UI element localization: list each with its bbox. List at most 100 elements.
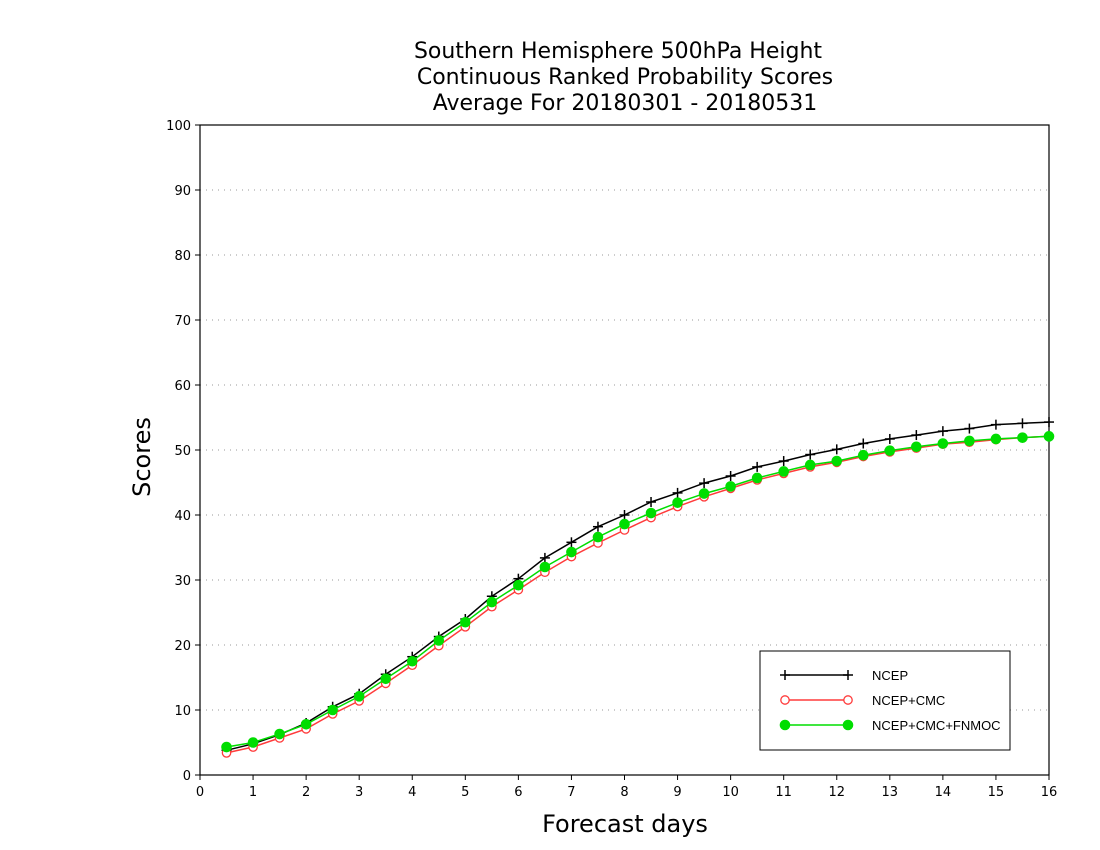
legend-label: NCEP+CMC+FNMOC (872, 718, 1001, 733)
x-tick-label: 16 (1041, 785, 1058, 800)
y-tick-label: 80 (174, 249, 191, 264)
filled-circle-marker (592, 531, 604, 543)
filled-circle-marker (911, 441, 922, 453)
plus-marker (725, 471, 736, 481)
filled-circle-marker (433, 635, 445, 646)
plus-marker (858, 438, 869, 449)
filled-circle-marker (804, 459, 816, 471)
filled-circle-marker (1043, 431, 1055, 442)
filled-circle-marker (645, 507, 657, 519)
filled-circle-marker (842, 719, 854, 731)
x-tick-label: 14 (935, 785, 952, 800)
y-tick-label: 40 (174, 509, 191, 524)
series-2 (221, 431, 1055, 753)
legend-item: NCEP+CMC (780, 693, 945, 708)
x-tick-label: 2 (302, 785, 310, 800)
plus-marker (619, 510, 630, 520)
y-tick-label: 60 (174, 379, 191, 394)
legend-items: NCEP NCEP+CMC NCEP+CMC+FNMOC (779, 668, 1001, 733)
y-tick-label: 10 (174, 704, 191, 719)
filled-circle-marker (698, 488, 710, 499)
filled-circle-marker (884, 445, 896, 456)
plus-marker (778, 456, 789, 467)
x-axis-label: Forecast days (542, 810, 708, 838)
y-axis-label: Scores (128, 417, 156, 497)
plus-marker (752, 461, 763, 472)
plus-marker (780, 670, 790, 680)
y-tick-label: 30 (174, 574, 191, 589)
filled-circle-marker (751, 472, 763, 484)
legend-label: NCEP (872, 668, 908, 683)
filled-circle-marker (619, 518, 630, 530)
plus-marker (964, 423, 975, 434)
open-circle-marker (843, 695, 853, 705)
plus-marker (831, 444, 842, 455)
x-tick-label: 9 (673, 785, 681, 800)
x-tick-label: 5 (461, 785, 469, 800)
filled-circle-marker (486, 596, 498, 608)
filled-circle-marker (725, 481, 736, 492)
plus-marker (672, 487, 683, 498)
y-tick-label: 70 (174, 314, 191, 329)
filled-circle-marker (380, 673, 392, 685)
filled-circle-marker (221, 741, 232, 753)
filled-circle-marker (406, 655, 418, 667)
y-tick-label: 50 (174, 444, 191, 459)
filled-circle-marker (964, 435, 975, 447)
plus-marker (911, 430, 922, 441)
plus-marker (1044, 417, 1054, 428)
x-tick-label: 10 (722, 785, 739, 800)
gridlines (200, 189, 1049, 711)
filled-circle-marker (460, 616, 471, 628)
filled-circle-marker (566, 546, 577, 558)
x-tick-label: 11 (775, 785, 792, 800)
x-tick-label: 12 (828, 785, 845, 800)
filled-circle-marker (513, 579, 524, 591)
x-tick-label: 6 (514, 785, 522, 800)
legend: NCEP NCEP+CMC NCEP+CMC+FNMOC (759, 650, 1011, 751)
y-tick-label: 90 (174, 184, 191, 199)
y-tick-label: 100 (166, 119, 191, 134)
x-tick-label: 1 (249, 785, 257, 800)
legend-item: NCEP (780, 668, 908, 683)
filled-circle-marker (274, 728, 285, 740)
filled-circle-marker (779, 719, 791, 731)
title-line-3: Average For 20180301 - 20180531 (433, 91, 818, 116)
x-tick-label: 0 (196, 785, 204, 800)
x-tick-label: 8 (620, 785, 628, 800)
plus-marker (1017, 418, 1028, 429)
filled-circle-marker (857, 449, 869, 461)
plus-marker (990, 419, 1001, 430)
filled-circle-marker (300, 719, 312, 730)
open-circle-marker (780, 695, 790, 705)
filled-circle-marker (937, 438, 949, 449)
x-tick-label: 13 (882, 785, 899, 800)
plus-marker (592, 521, 603, 532)
plus-marker (884, 433, 895, 444)
plus-marker (937, 426, 948, 437)
y-tick-label: 0 (183, 769, 191, 784)
plus-marker (805, 449, 816, 460)
plus-marker (566, 537, 577, 548)
x-tick-label: 15 (988, 785, 1005, 800)
series-0 (221, 417, 1054, 756)
plus-marker (539, 552, 550, 563)
y-tick-label: 20 (174, 639, 191, 654)
chart-title: Southern Hemisphere 500hPa Height Contin… (414, 39, 833, 116)
filled-circle-marker (327, 704, 338, 716)
filled-circle-marker (539, 561, 551, 573)
filled-circle-marker (831, 455, 843, 467)
legend-label: NCEP+CMC (872, 693, 945, 708)
series-group (221, 417, 1055, 758)
filled-circle-marker (247, 737, 259, 748)
plus-marker (699, 478, 710, 489)
title-line-1: Southern Hemisphere 500hPa Height (414, 39, 822, 64)
legend-item: NCEP+CMC+FNMOC (779, 718, 1001, 733)
filled-circle-marker (778, 466, 789, 477)
filled-circle-marker (353, 691, 365, 702)
filled-circle-marker (672, 497, 683, 508)
title-line-2: Continuous Ranked Probability Scores (417, 65, 833, 90)
x-tick-label: 4 (408, 785, 416, 800)
